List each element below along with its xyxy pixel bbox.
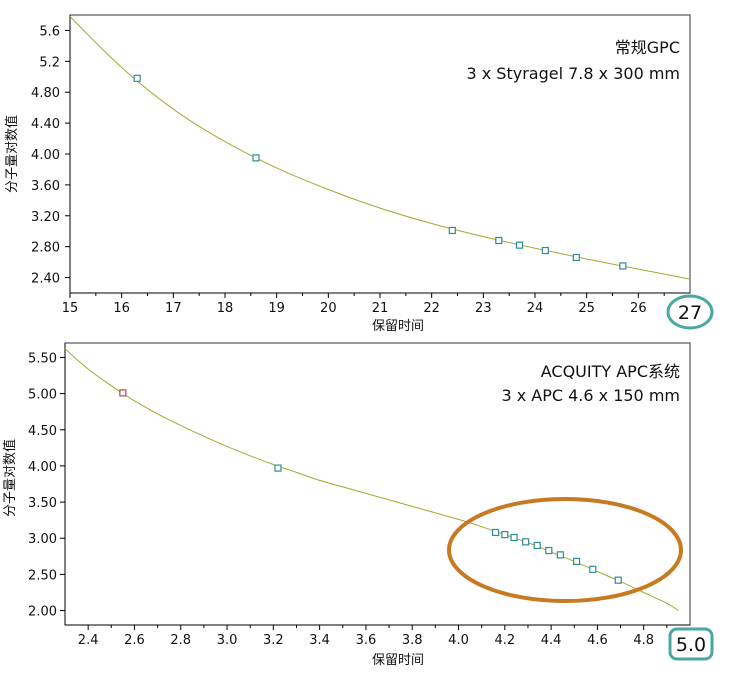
y-tick-label: 2.00	[28, 605, 57, 620]
y-tick-label: 2.50	[28, 568, 57, 583]
chart-1-y-tick-group: 2.40 2.80 3.20 3.60 4.00 4.40 4.80 5.2 5.6	[31, 24, 70, 287]
x-tick-label: 2.6	[124, 633, 145, 648]
chart-1-badge-ring	[666, 294, 714, 330]
x-tick-label: 3.8	[402, 633, 423, 648]
data-point	[501, 531, 509, 539]
y-tick-label: 5.50	[28, 351, 57, 366]
data-point	[491, 528, 500, 537]
chart-2-y-tick-group: 2.00 2.50 3.00 3.50 4.00 4.50 5.00 5.50	[28, 351, 65, 620]
x-tick-label: 18	[217, 301, 234, 316]
y-tick-label: 4.80	[31, 86, 60, 101]
x-tick-label: 4.0	[448, 633, 469, 648]
y-tick-label: 3.20	[31, 210, 60, 225]
y-tick-label: 2.80	[31, 241, 60, 256]
data-point	[252, 154, 260, 162]
y-tick-label: 4.00	[28, 460, 57, 475]
data-point	[119, 389, 127, 397]
x-tick-label: 3.6	[356, 633, 377, 648]
chart-1-points	[133, 74, 627, 270]
y-tick-label: 3.60	[31, 179, 60, 194]
chart-2-fit-curve	[64, 348, 679, 611]
y-tick-label: 5.6	[39, 24, 60, 39]
y-tick-label: 3.00	[28, 532, 57, 547]
chart-1: 15 16 17 18 19 20 21 22 23 24 25 26 2.40 2.80 3.20 3.6…	[4, 14, 714, 334]
data-point	[572, 557, 581, 565]
chart-2-x-tick-group: 2.4 2.6 2.8 3.0 3.2 3.4 3.6 3.8 4.0 4.2 4.4 4.6 4.8	[78, 625, 668, 648]
chart-1-title-line-2: 3 x Styragel 7.8 x 300 mm	[466, 64, 680, 83]
chart-2-title-line-2: 3 x APC 4.6 x 150 mm	[501, 386, 680, 405]
data-point	[510, 533, 518, 542]
chart-1-fit-curve	[69, 16, 691, 280]
chart-2-badge-box	[668, 627, 714, 661]
chart-1-x-tick-group: 15 16 17 18 19 20 21 22 23 24 25 26	[62, 293, 665, 316]
x-tick-label: 23	[475, 301, 492, 316]
x-tick-label: 4.8	[633, 633, 654, 648]
x-tick-label: 21	[372, 301, 389, 316]
x-tick-label: 25	[578, 301, 595, 316]
data-point	[533, 541, 541, 550]
data-point	[515, 241, 524, 249]
chart-2-points	[119, 389, 622, 584]
x-tick-label: 16	[113, 301, 130, 316]
x-tick-label: 4.2	[494, 633, 515, 648]
data-point	[572, 253, 580, 262]
y-tick-label: 5.2	[39, 55, 60, 70]
y-tick-label: 4.00	[31, 148, 60, 163]
x-tick-label: 2.8	[170, 633, 191, 648]
x-tick-label: 19	[268, 301, 285, 316]
chart-1-x-axis-label: 保留时间	[372, 319, 424, 334]
chart-2-x-axis-label: 保留时间	[372, 653, 424, 668]
x-tick-label: 20	[320, 301, 337, 316]
data-point	[614, 576, 622, 584]
data-point	[448, 226, 456, 235]
x-tick-label: 17	[165, 301, 182, 316]
data-point	[522, 538, 530, 546]
x-tick-label: 3.0	[217, 633, 238, 648]
y-tick-label: 4.50	[28, 424, 57, 439]
data-point	[589, 565, 597, 573]
chart-1-y-axis-label: 分子量对数值	[4, 115, 20, 193]
x-tick-label: 3.4	[309, 633, 330, 648]
chart-2-title-line-1: ACQUITY APC系统	[541, 362, 680, 381]
chart-1-title-line-1: 常规GPC	[615, 38, 680, 57]
chart-2-highlight-ellipse	[447, 497, 683, 603]
chart-2-y-axis-label: 分子量对数值	[2, 439, 18, 517]
data-point	[556, 551, 564, 559]
data-point	[541, 246, 549, 255]
chart-2-plot-area	[64, 342, 691, 626]
y-tick-label: 2.40	[31, 272, 60, 287]
chart-1-plot-area	[69, 14, 691, 294]
y-tick-label: 4.40	[31, 117, 60, 132]
x-tick-label: 4.4	[541, 633, 562, 648]
x-tick-label: 26	[630, 301, 647, 316]
x-tick-label: 22	[423, 301, 440, 316]
data-point	[274, 464, 282, 472]
x-tick-label: 3.2	[263, 633, 284, 648]
chart-2-badge: 5.0	[676, 634, 706, 656]
data-point	[495, 236, 503, 245]
chart-1-badge: 27	[678, 302, 702, 324]
chart-2: 2.4 2.6 2.8 3.0 3.2 3.4 3.6 3.8 4.0 4.2 4.4 4.6 4.8 …	[2, 342, 714, 668]
x-tick-label: 4.6	[587, 633, 608, 648]
x-tick-label: 24	[527, 301, 544, 316]
x-tick-label: 2.4	[78, 633, 99, 648]
data-point	[545, 546, 553, 555]
data-point	[133, 74, 141, 82]
y-tick-label: 3.50	[28, 496, 57, 511]
data-point	[619, 262, 627, 270]
y-tick-label: 5.00	[28, 388, 57, 403]
x-tick-label: 15	[62, 301, 79, 316]
